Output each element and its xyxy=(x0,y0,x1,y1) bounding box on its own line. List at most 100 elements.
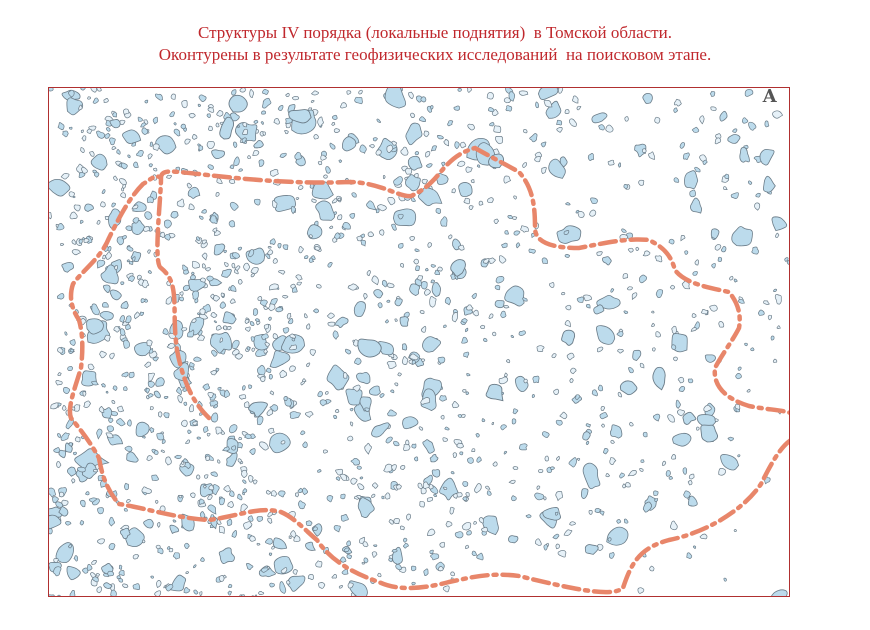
uplift-structure xyxy=(231,262,236,269)
uplift-structure xyxy=(189,365,195,371)
uplift-structure xyxy=(104,334,111,342)
uplift-structure xyxy=(405,439,410,446)
uplift-structure xyxy=(221,446,230,452)
uplift-structure xyxy=(452,452,458,458)
uplift-structure xyxy=(478,200,484,206)
uplift-structure xyxy=(688,473,695,480)
uplift-structure xyxy=(327,262,333,268)
uplift-structure xyxy=(242,128,249,135)
uplift-structure xyxy=(295,274,303,281)
uplift-structure xyxy=(238,394,247,400)
uplift-structure xyxy=(91,303,100,316)
uplift-structure xyxy=(523,378,528,384)
uplift-structure xyxy=(311,198,317,203)
uplift-structure xyxy=(61,404,67,411)
uplift-structure xyxy=(160,449,165,453)
uplift-structure xyxy=(220,292,225,297)
uplift-structure xyxy=(269,238,276,245)
uplift-structure xyxy=(53,566,62,577)
uplift-structure xyxy=(461,318,468,324)
uplift-structure xyxy=(147,270,152,274)
uplift-structure xyxy=(90,88,98,93)
uplift-structure xyxy=(386,361,397,369)
uplift-structure xyxy=(56,293,65,300)
uplift-structure xyxy=(596,346,604,353)
uplift-structure xyxy=(687,495,698,507)
uplift-structure xyxy=(665,470,671,477)
uplift-structure xyxy=(356,495,362,500)
uplift-structure xyxy=(71,478,76,484)
uplift-structure xyxy=(188,404,194,413)
uplift-structure xyxy=(277,243,282,249)
uplift-structure xyxy=(289,333,296,339)
uplift-structure xyxy=(617,391,623,398)
uplift-structure xyxy=(387,197,396,206)
uplift-structure xyxy=(63,387,71,395)
uplift-structure xyxy=(91,498,100,506)
uplift-structure xyxy=(723,577,727,582)
uplift-structure xyxy=(260,121,264,125)
uplift-structure xyxy=(377,204,387,212)
uplift-structure xyxy=(541,431,550,438)
uplift-structure xyxy=(421,178,428,185)
uplift-structure xyxy=(123,386,128,391)
uplift-structure xyxy=(381,495,385,500)
uplift-structure xyxy=(515,242,521,249)
uplift-structure xyxy=(82,237,85,241)
uplift-structure xyxy=(449,506,455,515)
uplift-structure xyxy=(169,524,180,534)
uplift-structure xyxy=(422,439,435,454)
uplift-structure xyxy=(250,273,256,278)
uplift-structure xyxy=(260,376,266,383)
uplift-structure xyxy=(417,187,443,207)
uplift-structure xyxy=(343,547,350,552)
uplift-structure xyxy=(347,435,354,442)
uplift-structure xyxy=(465,391,470,396)
uplift-structure xyxy=(483,337,488,342)
uplift-structure xyxy=(226,518,233,526)
uplift-structure xyxy=(123,339,130,349)
uplift-structure xyxy=(634,143,647,158)
uplift-structure xyxy=(676,409,685,417)
uplift-structure xyxy=(190,492,196,498)
uplift-structure xyxy=(626,286,633,291)
uplift-structure xyxy=(387,409,397,417)
uplift-structure xyxy=(379,393,385,399)
uplift-structure xyxy=(241,469,248,478)
uplift-structure xyxy=(92,576,99,583)
uplift-structure xyxy=(772,110,784,119)
uplift-structure xyxy=(183,587,191,594)
uplift-structure xyxy=(123,508,128,512)
uplift-structure-large xyxy=(561,329,576,346)
uplift-structure xyxy=(672,356,678,362)
uplift-structure xyxy=(127,154,131,159)
uplift-structure xyxy=(164,233,171,241)
uplift-structure xyxy=(141,127,149,135)
uplift-structure xyxy=(56,460,62,468)
uplift-structure xyxy=(298,185,304,190)
uplift-structure xyxy=(465,304,474,311)
uplift-structure xyxy=(566,352,575,361)
uplift-structure xyxy=(261,97,272,109)
uplift-structure xyxy=(272,258,278,264)
uplift-structure xyxy=(514,375,529,393)
uplift-structure xyxy=(409,236,415,241)
uplift-structure xyxy=(642,250,651,257)
uplift-structure xyxy=(508,91,516,102)
uplift-structure xyxy=(191,134,198,140)
uplift-structure xyxy=(286,580,291,585)
uplift-structure xyxy=(420,96,427,103)
uplift-structure xyxy=(178,495,183,499)
uplift-structure xyxy=(637,587,645,594)
uplift-structure xyxy=(267,517,273,524)
uplift-structure xyxy=(315,200,336,221)
uplift-structure xyxy=(231,530,238,538)
uplift-structure xyxy=(258,159,265,167)
uplift-structure xyxy=(58,506,69,517)
uplift-structure xyxy=(97,507,104,515)
uplift-structure xyxy=(289,344,297,351)
uplift-structure xyxy=(631,292,638,301)
uplift-structure xyxy=(261,110,267,115)
map-title: Структуры IV порядка (локальные поднятия… xyxy=(0,22,870,66)
uplift-structure xyxy=(451,401,460,409)
